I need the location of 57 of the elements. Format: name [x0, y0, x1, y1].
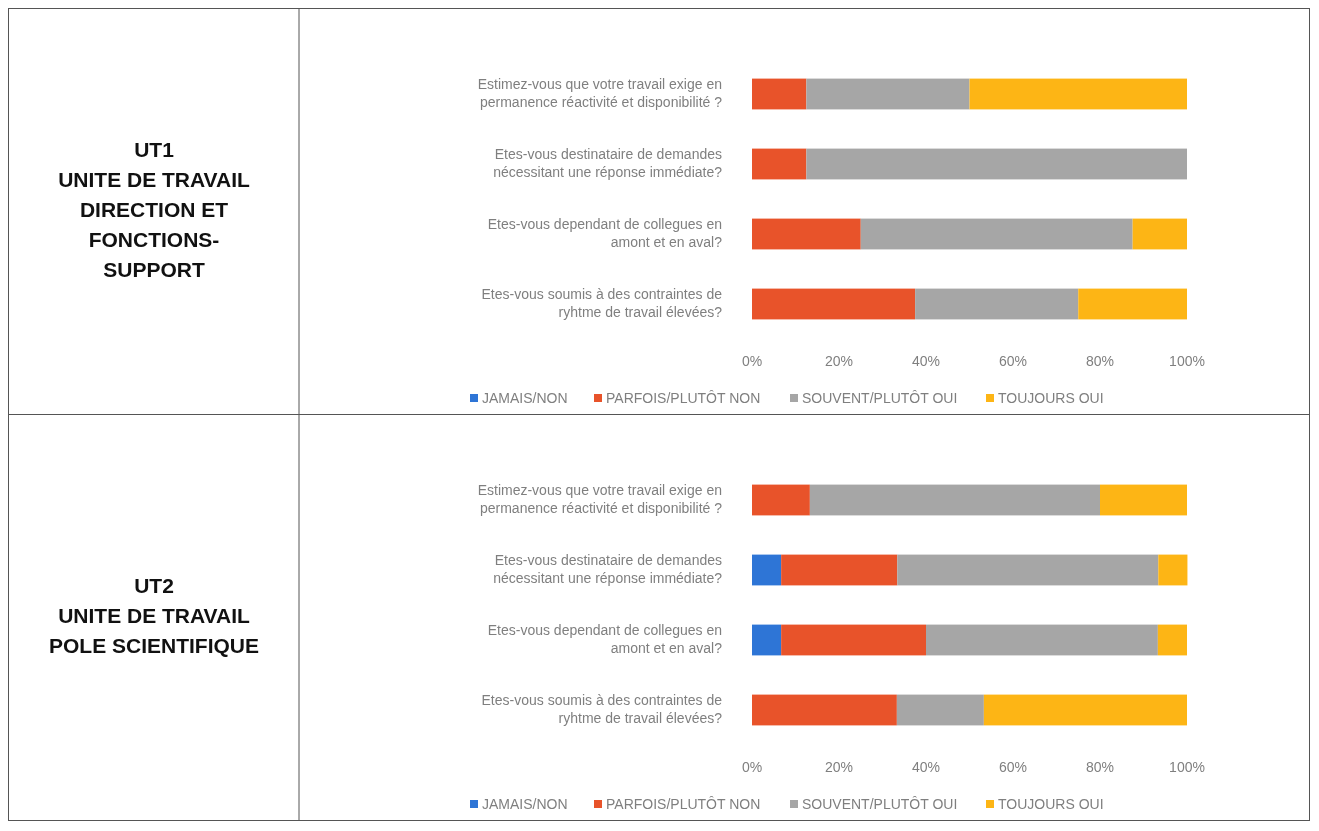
- legend-label: TOUJOURS OUI: [998, 796, 1104, 812]
- bar: [1158, 554, 1188, 586]
- x-tick-label: 60%: [998, 759, 1028, 775]
- bar: [781, 624, 926, 656]
- bar: [752, 148, 807, 180]
- x-tick-label: 0%: [741, 353, 763, 369]
- x-tick-label: 100%: [1169, 353, 1205, 369]
- legend-label: SOUVENT/PLUTÔT OUI: [802, 390, 958, 406]
- y-tick-label: Etes-vous soumis à des contraintes de ryhtme de travail élevées?: [481, 285, 723, 320]
- bar: [915, 288, 1079, 320]
- legend-label: PARFOIS/PLUTÔT NON: [606, 390, 761, 406]
- bar: [752, 484, 810, 516]
- bar: [752, 78, 807, 110]
- x-tick-label: 60%: [998, 353, 1028, 369]
- bar: [1157, 624, 1187, 656]
- bar: [752, 288, 916, 320]
- legend-label: PARFOIS/PLUTÔT NON: [606, 796, 761, 812]
- bar: [926, 624, 1158, 656]
- y-tick-label: Estimez-vous que votre travail exige en permanence réactivité et disponibilité ?: [477, 481, 723, 516]
- bar: [781, 554, 898, 586]
- x-tick-label: 80%: [1085, 353, 1115, 369]
- text: UT2: [134, 574, 174, 598]
- bar: [752, 624, 782, 656]
- legend-label: JAMAIS/NON: [482, 390, 568, 406]
- y-tick-label: Etes-vous destinataire de demandes nécessitant une réponse immédiate?: [493, 145, 723, 180]
- bar: [752, 218, 861, 250]
- bar: [983, 694, 1187, 726]
- x-tick-label: 80%: [1085, 759, 1115, 775]
- x-tick-label: 40%: [911, 759, 941, 775]
- x-tick-label: 20%: [824, 353, 854, 369]
- legend-label: TOUJOURS OUI: [998, 390, 1104, 406]
- text: UNITE DE TRAVAIL DIRECTION ET FONCTIONS-SUPPORT: [58, 168, 251, 282]
- x-tick-label: 40%: [911, 353, 941, 369]
- x-tick-label: 0%: [741, 759, 763, 775]
- y-tick-label: Estimez-vous que votre travail exige en permanence réactivité et disponibilité ?: [477, 75, 723, 110]
- text: UNITE DE TRAVAIL POLE SCIENTIFIQUE: [48, 604, 260, 658]
- y-tick-label: Etes-vous dependant de collegues en amont et en aval?: [487, 215, 723, 250]
- y-tick-label: Etes-vous destinataire de demandes nécessitant une réponse immédiate?: [493, 551, 723, 586]
- y-tick-label: Etes-vous soumis à des contraintes de ryhtme de travail élevées?: [481, 691, 723, 726]
- bar: [1132, 218, 1187, 250]
- bar: [1078, 288, 1187, 320]
- text: UT1: [134, 138, 175, 162]
- y-tick-label: Etes-vous dependant de collegues en amont et en aval?: [487, 621, 723, 656]
- bar: [860, 218, 1133, 250]
- bar: [806, 148, 1187, 180]
- bar: [752, 694, 897, 726]
- bar: [1100, 484, 1187, 516]
- bar: [969, 78, 1187, 110]
- legend-label: JAMAIS/NON: [482, 796, 568, 812]
- x-tick-label: 20%: [824, 759, 854, 775]
- bar: [806, 78, 970, 110]
- x-tick-label: 100%: [1169, 759, 1205, 775]
- bar: [897, 554, 1159, 586]
- bar: [896, 694, 984, 726]
- bar: [752, 554, 782, 586]
- bar: [809, 484, 1100, 516]
- legend-label: SOUVENT/PLUTÔT OUI: [802, 796, 958, 812]
